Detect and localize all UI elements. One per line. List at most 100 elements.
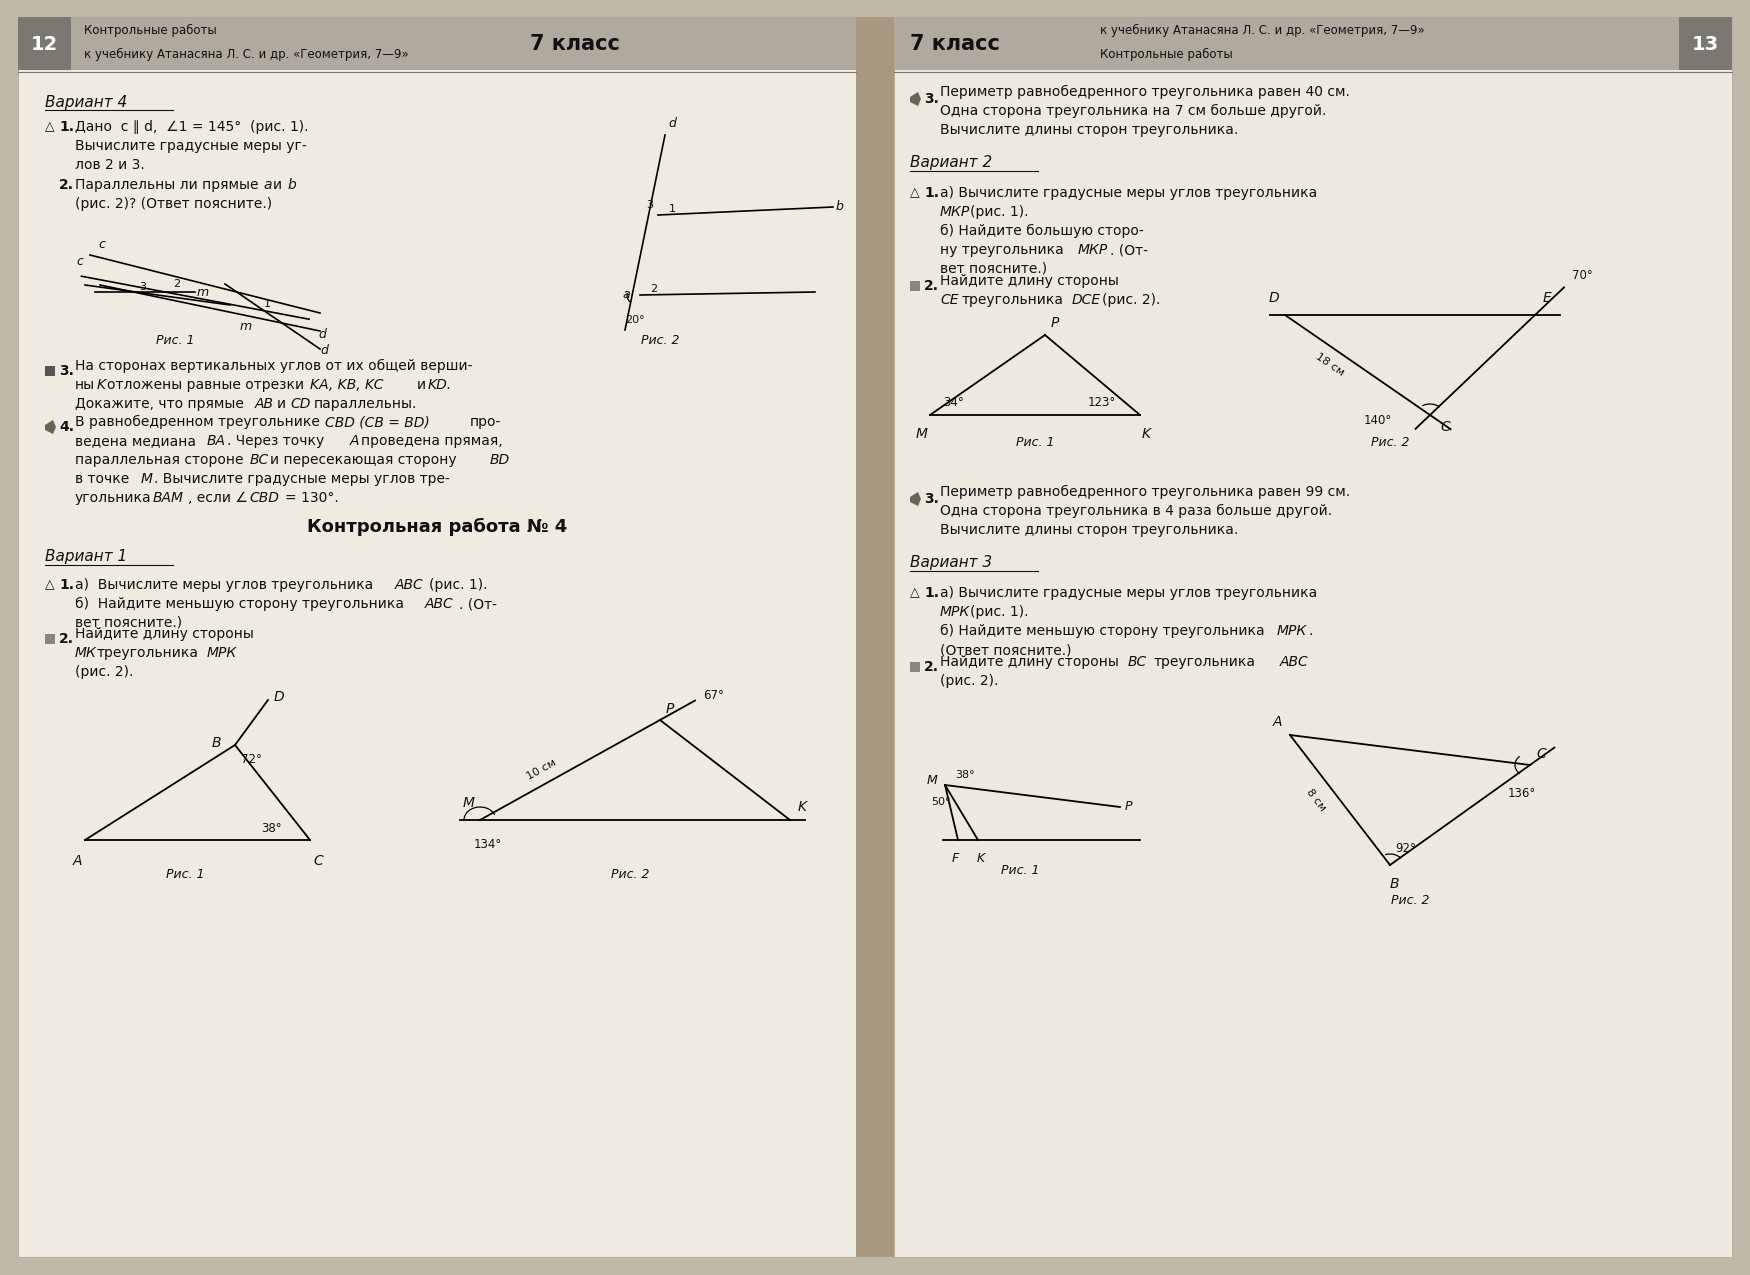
FancyBboxPatch shape [856, 17, 894, 1257]
Text: .: . [1309, 623, 1312, 638]
Text: c: c [75, 255, 82, 268]
Text: В равнобедренном треугольнике: В равнобедренном треугольнике [75, 414, 320, 430]
Text: D: D [1269, 291, 1279, 305]
Text: (рис. 2).: (рис. 2). [75, 666, 133, 680]
FancyBboxPatch shape [18, 17, 856, 70]
Text: 7 класс: 7 класс [530, 34, 620, 54]
Text: 7 класс: 7 класс [910, 34, 999, 54]
Text: M: M [926, 774, 936, 787]
Text: . Вычислите градусные меры углов тре-: . Вычислите градусные меры углов тре- [154, 472, 450, 486]
Text: CD: CD [290, 397, 310, 411]
Text: Вариант 1: Вариант 1 [46, 550, 128, 565]
Text: вет поясните.): вет поясните.) [75, 616, 182, 630]
Text: Рис. 2: Рис. 2 [640, 334, 679, 348]
Text: K: K [798, 799, 807, 813]
Text: Рис. 1: Рис. 1 [1015, 436, 1054, 450]
Text: 3.: 3. [924, 92, 940, 106]
Text: CBD (CB = BD): CBD (CB = BD) [326, 414, 430, 428]
Text: m: m [240, 320, 252, 333]
Text: CE: CE [940, 293, 959, 307]
Text: 1: 1 [668, 204, 676, 214]
Bar [910, 280, 920, 291]
Text: а)  Вычислите меры углов треугольника: а) Вычислите меры углов треугольника [75, 578, 373, 592]
Polygon shape [910, 92, 920, 106]
Text: и: и [276, 397, 287, 411]
Text: 3.: 3. [924, 492, 940, 506]
Text: ведена медиана: ведена медиана [75, 434, 196, 448]
Text: Вычислите градусные меры уг-: Вычислите градусные меры уг- [75, 139, 306, 153]
Text: 1.: 1. [924, 586, 940, 601]
Text: Рис. 1: Рис. 1 [166, 868, 205, 881]
Text: 4.: 4. [60, 419, 74, 434]
Text: = 130°.: = 130°. [285, 491, 340, 505]
Text: МКР: МКР [1078, 244, 1108, 258]
Text: параллельная стороне: параллельная стороне [75, 453, 243, 467]
Text: BC: BC [250, 453, 270, 467]
Text: 34°: 34° [943, 397, 964, 409]
Text: б) Найдите большую сторо-: б) Найдите большую сторо- [940, 224, 1144, 238]
Text: E: E [1544, 291, 1552, 305]
Text: 13: 13 [1692, 34, 1718, 54]
Text: Контрольная работа № 4: Контрольная работа № 4 [306, 518, 567, 536]
Bar [910, 662, 920, 672]
Text: На сторонах вертикальных углов от их общей верши-: На сторонах вертикальных углов от их общ… [75, 360, 473, 374]
Text: Найдите длину стороны: Найдите длину стороны [75, 627, 254, 641]
FancyBboxPatch shape [894, 17, 1732, 70]
Text: МРК: МРК [940, 606, 970, 618]
Text: △: △ [910, 186, 920, 199]
Text: BA: BA [206, 434, 226, 448]
Text: (рис. 2)? (Ответ поясните.): (рис. 2)? (Ответ поясните.) [75, 198, 273, 210]
Text: Рис. 1: Рис. 1 [1001, 863, 1040, 876]
Text: 1: 1 [264, 300, 271, 309]
Text: 38°: 38° [261, 822, 282, 835]
Text: 2.: 2. [60, 632, 74, 646]
Text: МКР: МКР [940, 205, 970, 219]
Text: Найдите длину стороны: Найдите длину стороны [940, 655, 1118, 669]
Text: параллельны.: параллельны. [313, 397, 418, 411]
Text: Одна сторона треугольника на 7 см больше другой.: Одна сторона треугольника на 7 см больше… [940, 105, 1326, 119]
Text: 2.: 2. [924, 660, 940, 674]
Text: Вариант 2: Вариант 2 [910, 156, 992, 171]
Text: Вычислите длины сторон треугольника.: Вычислите длины сторон треугольника. [940, 122, 1239, 136]
Text: K: K [1141, 427, 1150, 441]
Text: K: K [96, 377, 107, 391]
Text: b: b [287, 179, 296, 193]
Text: 2: 2 [651, 284, 658, 295]
Text: 3: 3 [140, 282, 147, 292]
Text: d: d [320, 344, 327, 357]
Text: Рис. 2: Рис. 2 [1391, 894, 1430, 907]
Text: A: A [1272, 715, 1283, 729]
Text: BAM: BAM [152, 491, 184, 505]
Text: 70°: 70° [1572, 269, 1592, 283]
Text: Одна сторона треугольника в 4 раза больше другой.: Одна сторона треугольника в 4 раза больш… [940, 504, 1332, 518]
Text: треугольника: треугольника [963, 293, 1064, 307]
Text: к учебнику Атанасяна Л. С. и др. «Геометрия, 7—9»: к учебнику Атанасяна Л. С. и др. «Геомет… [84, 47, 410, 60]
Text: лов 2 и 3.: лов 2 и 3. [75, 158, 145, 172]
Text: 134°: 134° [474, 838, 502, 850]
Text: Найдите длину стороны: Найдите длину стороны [940, 274, 1118, 288]
Text: 12: 12 [30, 34, 58, 54]
FancyBboxPatch shape [18, 17, 856, 1257]
Text: Контрольные работы: Контрольные работы [84, 23, 217, 37]
Text: (рис. 2).: (рис. 2). [940, 674, 998, 688]
FancyBboxPatch shape [1678, 17, 1732, 70]
Text: 1.: 1. [60, 120, 74, 134]
Text: в точке: в точке [75, 472, 130, 486]
Text: M: M [915, 427, 928, 441]
Text: 50°: 50° [931, 797, 950, 807]
Text: . (От-: . (От- [458, 597, 497, 611]
Text: CBD: CBD [248, 491, 278, 505]
Text: Параллельны ли прямые: Параллельны ли прямые [75, 179, 259, 193]
Bar [46, 366, 54, 376]
Text: P: P [1052, 316, 1059, 330]
Text: KD.: KD. [429, 377, 452, 391]
Text: A: A [72, 854, 82, 868]
Text: m: m [198, 286, 210, 298]
Text: c: c [98, 238, 105, 251]
Text: б) Найдите меньшую сторону треугольника: б) Найдите меньшую сторону треугольника [940, 623, 1265, 638]
Text: Докажите, что прямые: Докажите, что прямые [75, 397, 243, 411]
Text: b: b [836, 200, 844, 213]
Text: и пересекающая сторону: и пересекающая сторону [270, 453, 457, 467]
Text: (рис. 2).: (рис. 2). [1102, 293, 1160, 307]
Text: (рис. 1).: (рис. 1). [970, 205, 1029, 219]
